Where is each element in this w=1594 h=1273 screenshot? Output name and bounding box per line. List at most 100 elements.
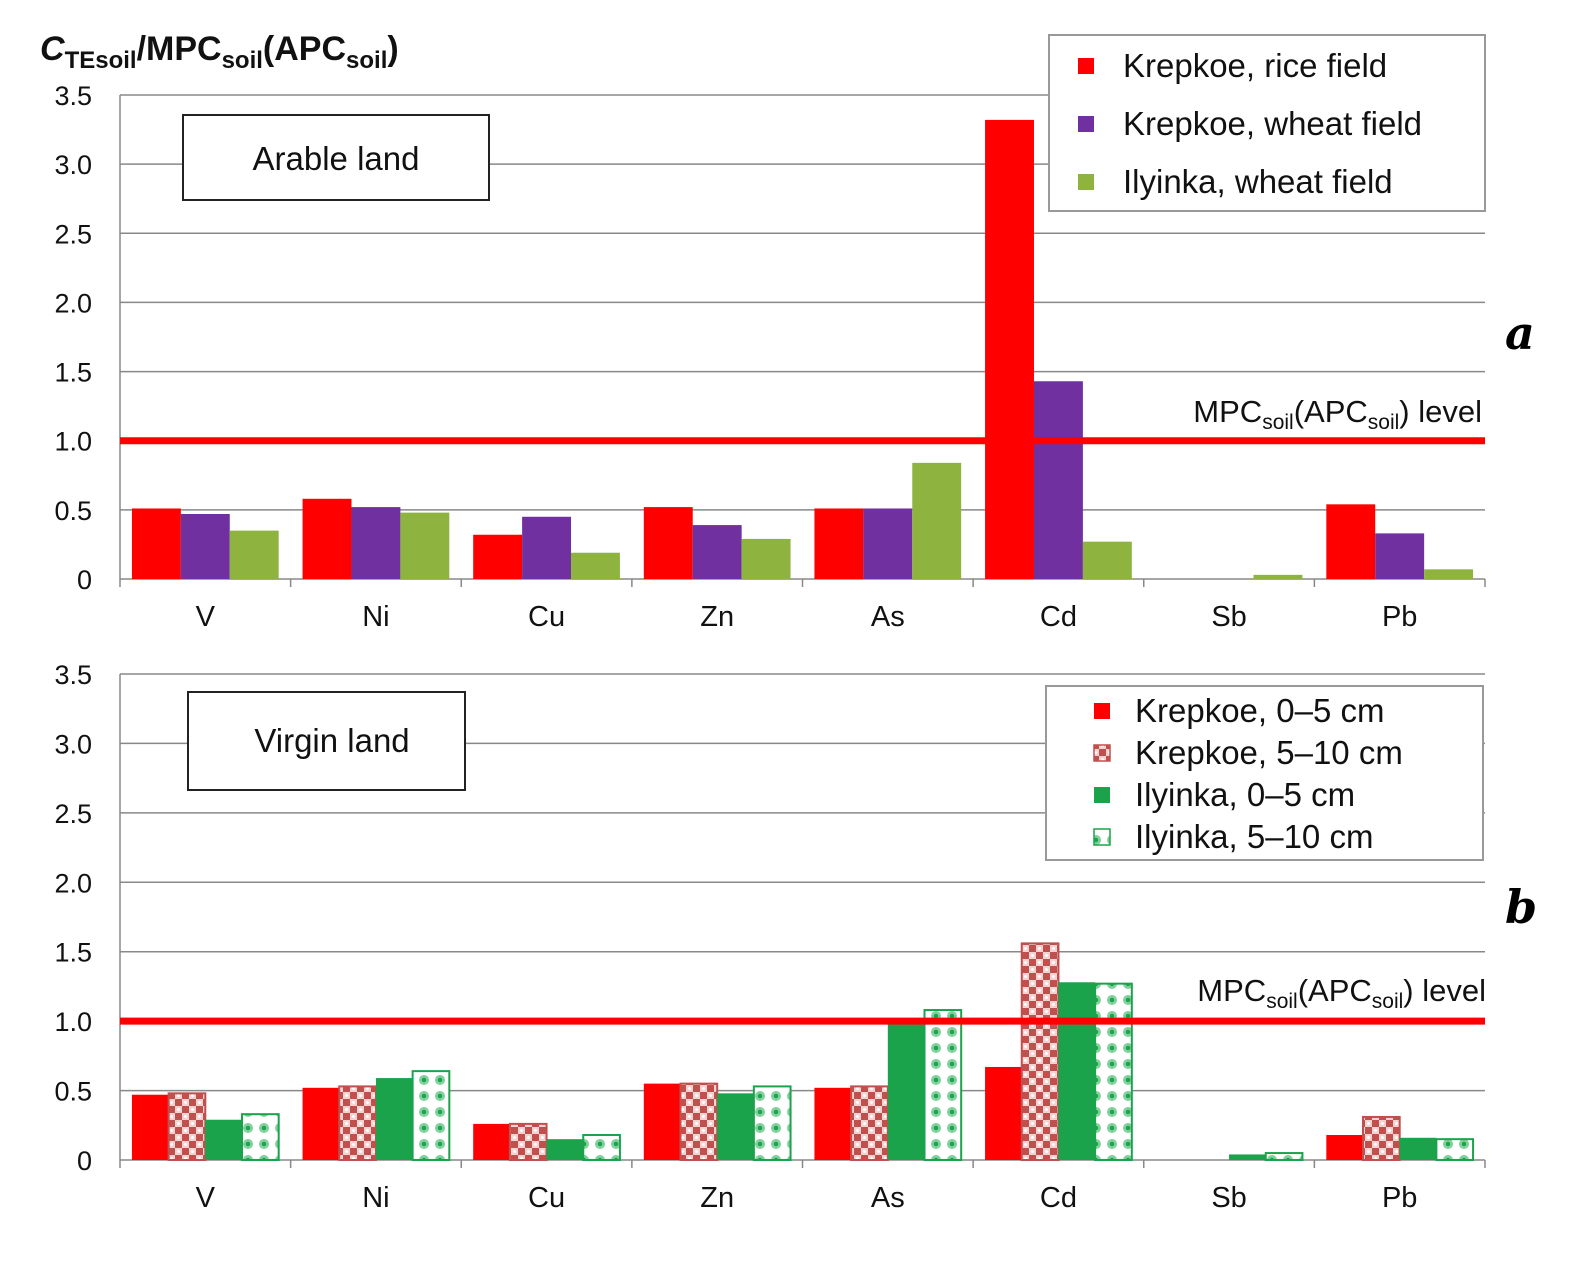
panel-a: 0 0.5 1.0 1.5 2.0 2.5 3.0 3.5 V Ni Cu Zn As Cd Sb Pb MPC…: [54, 34, 1535, 633]
bar: [1033, 381, 1083, 579]
mpc-level-label: MPCsoil(APCsoil) level: [1193, 394, 1482, 434]
legend-box: [1045, 685, 1484, 861]
legend-marker: [1093, 828, 1111, 846]
bar: [131, 1094, 169, 1160]
x-category-label: Cu: [528, 1182, 565, 1214]
legend-marker: [1078, 174, 1094, 190]
y-tick-label: 0.5: [54, 496, 92, 526]
y-title-part: ): [387, 30, 398, 68]
x-category-label: Sb: [1211, 601, 1246, 633]
bar: [338, 1085, 377, 1162]
x-category-label: Ni: [362, 1182, 389, 1214]
y-tick-label: 0.5: [54, 1077, 92, 1107]
mpc-label-part: soil: [1262, 411, 1294, 434]
land-type-box: [187, 691, 466, 791]
bar: [1362, 1115, 1401, 1162]
y-title-part: soil: [346, 47, 387, 74]
y-title-part: C: [40, 30, 65, 68]
bar: [582, 1134, 621, 1162]
mpc-label-part: ) level: [1403, 973, 1486, 1008]
legend-label: Krepkoe, rice field: [1123, 47, 1387, 84]
bar: [229, 530, 279, 579]
legend-label: Ilyinka, wheat field: [1123, 163, 1393, 200]
bar: [985, 119, 1034, 580]
bar: [571, 552, 620, 579]
bar: [643, 507, 693, 579]
y-tick-label: 3.0: [54, 729, 92, 759]
bar: [411, 1070, 451, 1162]
mpc-level-label: MPCsoil(APCsoil) level: [1197, 973, 1486, 1013]
bar: [814, 1087, 852, 1160]
bar: [302, 1087, 340, 1160]
land-type-box: [182, 114, 490, 201]
legend-marker: [1094, 703, 1110, 719]
bar: [923, 1009, 963, 1162]
y-title-part: soil: [222, 47, 263, 74]
bar: [1020, 942, 1060, 1162]
bar: [863, 508, 913, 579]
bar: [679, 1082, 719, 1161]
bar: [522, 516, 572, 579]
bar: [167, 1092, 207, 1161]
mpc-label-part: (APC: [1294, 394, 1368, 429]
bar: [752, 1085, 792, 1162]
x-category-label: V: [196, 1182, 216, 1214]
y-tick-label: 3.5: [54, 81, 92, 111]
bar: [1326, 504, 1376, 579]
y-tick-label: 2.0: [54, 868, 92, 898]
mpc-label-part: soil: [1372, 990, 1404, 1013]
y-tick-label: 1.5: [54, 938, 92, 968]
panel-letter: a: [1505, 306, 1535, 360]
bar: [814, 508, 864, 579]
bar: [1229, 1154, 1266, 1160]
x-category-label: Cd: [1040, 601, 1077, 633]
x-category-label: Sb: [1211, 1182, 1246, 1214]
bar: [643, 1083, 681, 1160]
legend-marker: [1094, 787, 1110, 803]
bar: [180, 514, 230, 579]
mpc-label-part: (APC: [1298, 973, 1372, 1008]
x-category-label: Cd: [1040, 1182, 1077, 1214]
legend-marker: [1078, 116, 1094, 132]
legend-label: Krepkoe, 0–5 cm: [1135, 692, 1384, 729]
x-category-label: Zn: [700, 1182, 734, 1214]
bar: [400, 512, 450, 579]
bar: [205, 1119, 242, 1160]
bar: [912, 462, 962, 579]
mpc-label-part: MPC: [1197, 973, 1266, 1008]
bar: [985, 1066, 1022, 1160]
panel-b: 0 0.5 1.0 1.5 2.0 2.5 3.0 3.5 V Ni Cu Zn As Cd Sb Pb MPC…: [54, 660, 1537, 1214]
y-title-part: (APC: [263, 30, 346, 68]
bar: [302, 498, 352, 579]
x-category-label: Zn: [700, 601, 734, 633]
panel-letter: b: [1505, 880, 1537, 934]
legend-box: [1048, 34, 1486, 212]
y-tick-label: 0: [77, 565, 92, 595]
mpc-label-part: MPC: [1193, 394, 1262, 429]
bar: [546, 1139, 584, 1160]
y-title-part: /MPC: [137, 30, 222, 68]
y-tick-label: 2.5: [54, 799, 92, 829]
bar: [741, 538, 791, 579]
x-category-label: As: [871, 601, 905, 633]
x-category-label: As: [871, 1182, 905, 1214]
x-category-label: Pb: [1382, 1182, 1417, 1214]
mpc-label-part: ) level: [1399, 394, 1482, 429]
bar: [1399, 1137, 1437, 1160]
y-tick-label: 0: [77, 1146, 92, 1176]
legend-label: Ilyinka, 0–5 cm: [1135, 776, 1355, 813]
bar: [1264, 1152, 1304, 1161]
bar: [1326, 1135, 1364, 1160]
y-tick-label: 3.5: [54, 660, 92, 690]
mpc-label-part: soil: [1368, 411, 1400, 434]
y-title-part: TEsoil: [65, 47, 137, 74]
y-tick-label: 1.0: [54, 1007, 92, 1037]
x-category-label: Ni: [362, 601, 389, 633]
bar: [131, 508, 181, 579]
bar: [473, 1123, 510, 1160]
bar: [1424, 569, 1474, 579]
y-axis-title: CTEsoil/MPCsoil(APCsoil): [40, 30, 399, 74]
bar: [240, 1113, 280, 1161]
y-tick-label: 1.0: [54, 427, 92, 457]
